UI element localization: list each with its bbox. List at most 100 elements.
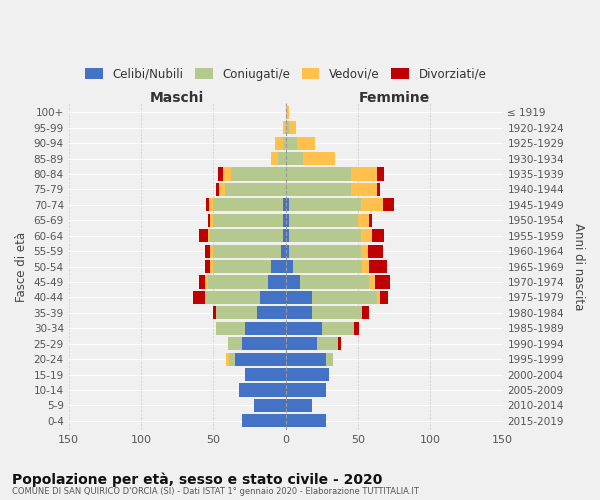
Bar (208, 214, 211, 227)
Bar (311, 291, 377, 304)
Bar (286, 384, 326, 396)
Bar (300, 276, 370, 288)
Bar (216, 322, 245, 335)
Bar (213, 214, 283, 227)
Y-axis label: Anni di nascita: Anni di nascita (572, 223, 585, 310)
Bar (283, 121, 286, 134)
Bar (286, 414, 326, 428)
Bar (268, 276, 286, 288)
Bar (311, 306, 362, 320)
Bar (297, 136, 314, 149)
Bar (362, 260, 370, 273)
Bar (213, 260, 271, 273)
Bar (286, 352, 326, 366)
Bar (205, 260, 211, 273)
Text: Popolazione per età, sesso e stato civile - 2020: Popolazione per età, sesso e stato civil… (12, 472, 382, 487)
Bar (275, 136, 283, 149)
Bar (286, 322, 322, 335)
Text: Maschi: Maschi (150, 90, 204, 104)
Bar (289, 198, 361, 211)
Bar (209, 198, 213, 211)
Bar (362, 306, 370, 320)
Bar (361, 229, 373, 242)
Bar (361, 198, 383, 211)
Y-axis label: Fasce di età: Fasce di età (15, 232, 28, 302)
Bar (213, 306, 216, 320)
Bar (245, 368, 286, 381)
Bar (338, 337, 341, 350)
Bar (289, 214, 358, 227)
Bar (353, 322, 359, 335)
Bar (350, 183, 377, 196)
Bar (286, 229, 289, 242)
Bar (239, 384, 286, 396)
Bar (213, 244, 281, 258)
Bar (286, 276, 300, 288)
Bar (223, 168, 230, 180)
Bar (322, 322, 353, 335)
Text: Femmine: Femmine (358, 90, 430, 104)
Bar (257, 306, 286, 320)
Bar (219, 183, 225, 196)
Bar (286, 260, 293, 273)
Bar (228, 337, 242, 350)
Bar (286, 168, 350, 180)
Bar (230, 168, 286, 180)
Bar (206, 198, 209, 211)
Bar (211, 260, 213, 273)
Bar (225, 183, 286, 196)
Bar (289, 229, 361, 242)
Bar (361, 244, 368, 258)
Text: COMUNE DI SAN QUIRICO D'ORCIA (SI) - Dati ISTAT 1° gennaio 2020 - Elaborazione T: COMUNE DI SAN QUIRICO D'ORCIA (SI) - Dat… (12, 488, 419, 496)
Bar (358, 214, 370, 227)
Bar (286, 136, 297, 149)
Bar (235, 352, 286, 366)
Bar (278, 152, 286, 165)
Bar (205, 276, 208, 288)
Bar (229, 352, 235, 366)
Bar (286, 306, 311, 320)
Bar (216, 183, 219, 196)
Bar (205, 244, 211, 258)
Bar (377, 291, 380, 304)
Bar (283, 136, 286, 149)
Bar (208, 229, 211, 242)
Bar (213, 198, 283, 211)
Bar (245, 322, 286, 335)
Bar (317, 337, 338, 350)
Bar (242, 414, 286, 428)
Bar (370, 276, 375, 288)
Bar (260, 291, 286, 304)
Bar (383, 198, 394, 211)
Bar (303, 152, 335, 165)
Legend: Celibi/Nubili, Coniugati/e, Vedovi/e, Divorziati/e: Celibi/Nubili, Coniugati/e, Vedovi/e, Di… (80, 63, 491, 86)
Bar (289, 244, 361, 258)
Bar (199, 276, 205, 288)
Bar (208, 276, 268, 288)
Bar (286, 368, 329, 381)
Bar (283, 229, 286, 242)
Bar (216, 306, 257, 320)
Bar (286, 106, 289, 119)
Bar (286, 214, 289, 227)
Bar (193, 291, 205, 304)
Bar (375, 276, 390, 288)
Bar (377, 168, 384, 180)
Bar (283, 214, 286, 227)
Bar (205, 291, 260, 304)
Bar (286, 337, 317, 350)
Bar (218, 168, 223, 180)
Bar (286, 183, 350, 196)
Bar (350, 168, 377, 180)
Bar (286, 198, 289, 211)
Bar (242, 337, 286, 350)
Bar (254, 399, 286, 412)
Bar (271, 260, 286, 273)
Bar (286, 152, 303, 165)
Bar (286, 399, 311, 412)
Bar (211, 214, 213, 227)
Bar (380, 291, 388, 304)
Bar (286, 121, 289, 134)
Bar (199, 229, 208, 242)
Bar (226, 352, 229, 366)
